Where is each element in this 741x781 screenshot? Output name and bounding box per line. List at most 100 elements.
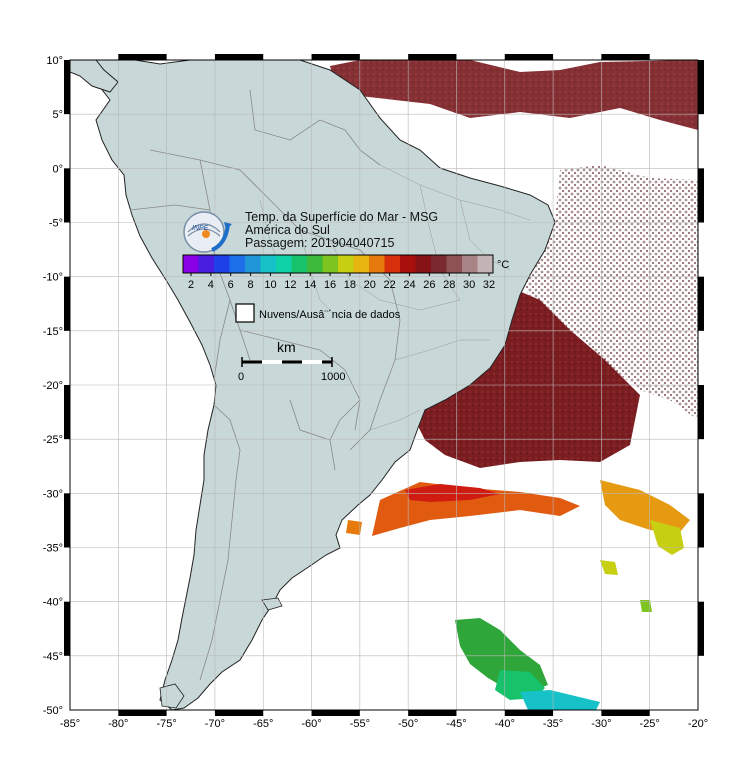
- longitude-tick-label: -40°: [495, 718, 515, 730]
- colorbar-swatch: [462, 255, 478, 273]
- frame-bar-bottom: [214, 710, 264, 716]
- colorbar-tick-label: 18: [344, 279, 356, 291]
- frame-bar-bottom: [408, 710, 457, 716]
- map-frame: [64, 54, 704, 716]
- longitude-tick-label: -35°: [543, 718, 563, 730]
- scale-unit: km: [277, 339, 296, 355]
- latitude-tick-label: -10°: [43, 272, 63, 284]
- frame-bar-left: [64, 276, 70, 331]
- colorbar-swatch: [307, 255, 323, 273]
- sst-east-orange: [600, 480, 690, 532]
- frame-bar-right: [698, 276, 704, 331]
- latitude-tick-label: -45°: [43, 651, 63, 663]
- colorbar-labels: 2 4 6 8 10 12 14 16 18 20 22 24 26 28 30 32: [188, 273, 495, 291]
- sst-data-layer: [330, 60, 698, 710]
- scale-start: 0: [238, 371, 244, 383]
- frame-bar-top: [214, 54, 264, 60]
- longitude-labels: -85° -80° -75° -70° -65° -60° -55° -50° -45° -40°…: [60, 718, 708, 730]
- longitude-tick-label: -20°: [688, 718, 708, 730]
- latitude-tick-label: -15°: [43, 326, 63, 338]
- longitude-tick-label: -25°: [640, 718, 660, 730]
- colorbar-swatch: [214, 255, 230, 273]
- frame-bar-bottom: [601, 710, 650, 716]
- frame-bar-right: [698, 385, 704, 440]
- central-america-land: [70, 60, 119, 93]
- latitude-tick-label: 0°: [52, 163, 63, 175]
- latitude-tick-label: -40°: [43, 597, 63, 609]
- colorbar-swatch: [384, 255, 401, 273]
- frame-bar-bottom: [118, 710, 167, 716]
- sst-east-yellow: [650, 520, 684, 555]
- frame-bar-left: [64, 60, 70, 115]
- sst-front-red: [405, 484, 500, 502]
- frame-bar-left: [64, 385, 70, 440]
- latitude-tick-label: -20°: [43, 380, 63, 392]
- sst-speckle-3: [346, 520, 362, 535]
- sst-speckle-1: [600, 560, 618, 575]
- frame-bar-top: [504, 54, 554, 60]
- colorbar-tick-label: 12: [284, 279, 296, 291]
- colorbar-tick-label: 32: [483, 279, 495, 291]
- colorbar-tick-label: 8: [248, 279, 254, 291]
- frame-bar-bottom: [311, 710, 360, 716]
- missing-data-swatch: [235, 303, 255, 323]
- colorbar-swatch: [446, 255, 463, 273]
- colorbar-tick-label: 2: [188, 279, 194, 291]
- longitude-tick-label: -30°: [591, 718, 611, 730]
- tierra-fuego-land: [159, 683, 185, 709]
- frame-bar-right: [698, 493, 704, 548]
- frame-bar-left: [64, 601, 70, 656]
- colorbar-tick-label: 10: [264, 279, 276, 291]
- frame-bar-left: [64, 493, 70, 548]
- longitude-tick-label: -45°: [446, 718, 466, 730]
- inpe-logo: INPE: [183, 211, 232, 253]
- colorbar-tick-label: 26: [423, 279, 435, 291]
- scale-end: 1000: [321, 371, 345, 383]
- colorbar-swatch: [353, 255, 370, 273]
- frame-bar-left: [64, 168, 70, 223]
- longitude-tick-label: -75°: [156, 718, 176, 730]
- title-line-3: Passagem: 201904040715: [245, 236, 394, 250]
- latitude-tick-label: 5°: [52, 109, 63, 121]
- graticule: [70, 60, 698, 710]
- longitude-tick-label: -70°: [205, 718, 225, 730]
- colorbar-swatch: [369, 255, 385, 273]
- colorbar-swatch: [291, 255, 308, 273]
- colorbar-tick-label: 16: [324, 279, 336, 291]
- frame-bar-right: [698, 60, 704, 115]
- colorbar-swatch: [338, 255, 354, 273]
- longitude-tick-label: -55°: [350, 718, 370, 730]
- colorbar-swatch: [183, 255, 199, 273]
- colorbar-tick-label: 14: [304, 279, 316, 291]
- sst-east-pale: [520, 165, 698, 420]
- frame-bar-top: [118, 54, 167, 60]
- colorbar-tick-label: 20: [364, 279, 376, 291]
- latitude-tick-label: -50°: [43, 705, 63, 717]
- colorbar-tick-label: 24: [403, 279, 415, 291]
- latitude-tick-label: -35°: [43, 543, 63, 555]
- longitude-tick-label: -60°: [301, 718, 321, 730]
- latitude-tick-label: -25°: [43, 434, 63, 446]
- latitude-tick-label: 10°: [46, 55, 63, 67]
- frame-bar-top: [311, 54, 360, 60]
- frame-bar-bottom: [504, 710, 554, 716]
- colorbar-swatch: [276, 255, 292, 273]
- latitude-tick-label: -5°: [49, 218, 63, 230]
- sst-south-warm: [415, 285, 640, 468]
- colorbar-swatch: [245, 255, 261, 273]
- latitude-labels: 10° 5° 0° -5° -10° -15° -20° -25° -30° -35° -40° -4…: [43, 55, 63, 717]
- colorbar-swatch: [198, 255, 215, 273]
- longitude-tick-label: -85°: [60, 718, 80, 730]
- state-borders: [259, 164, 531, 431]
- missing-data-label: Nuvens/Ausâ¨´ncia de dados: [259, 309, 401, 321]
- frame-bar-top: [601, 54, 650, 60]
- colorbar-tick-label: 4: [208, 279, 214, 291]
- colorbar-tick-label: 30: [463, 279, 475, 291]
- colorbar-swatch: [322, 255, 339, 273]
- longitude-tick-label: -65°: [253, 718, 273, 730]
- falklands-land: [261, 597, 283, 611]
- colorbar: [182, 254, 494, 274]
- colorbar-swatch: [431, 255, 447, 273]
- colorbar-unit: °C: [497, 259, 509, 271]
